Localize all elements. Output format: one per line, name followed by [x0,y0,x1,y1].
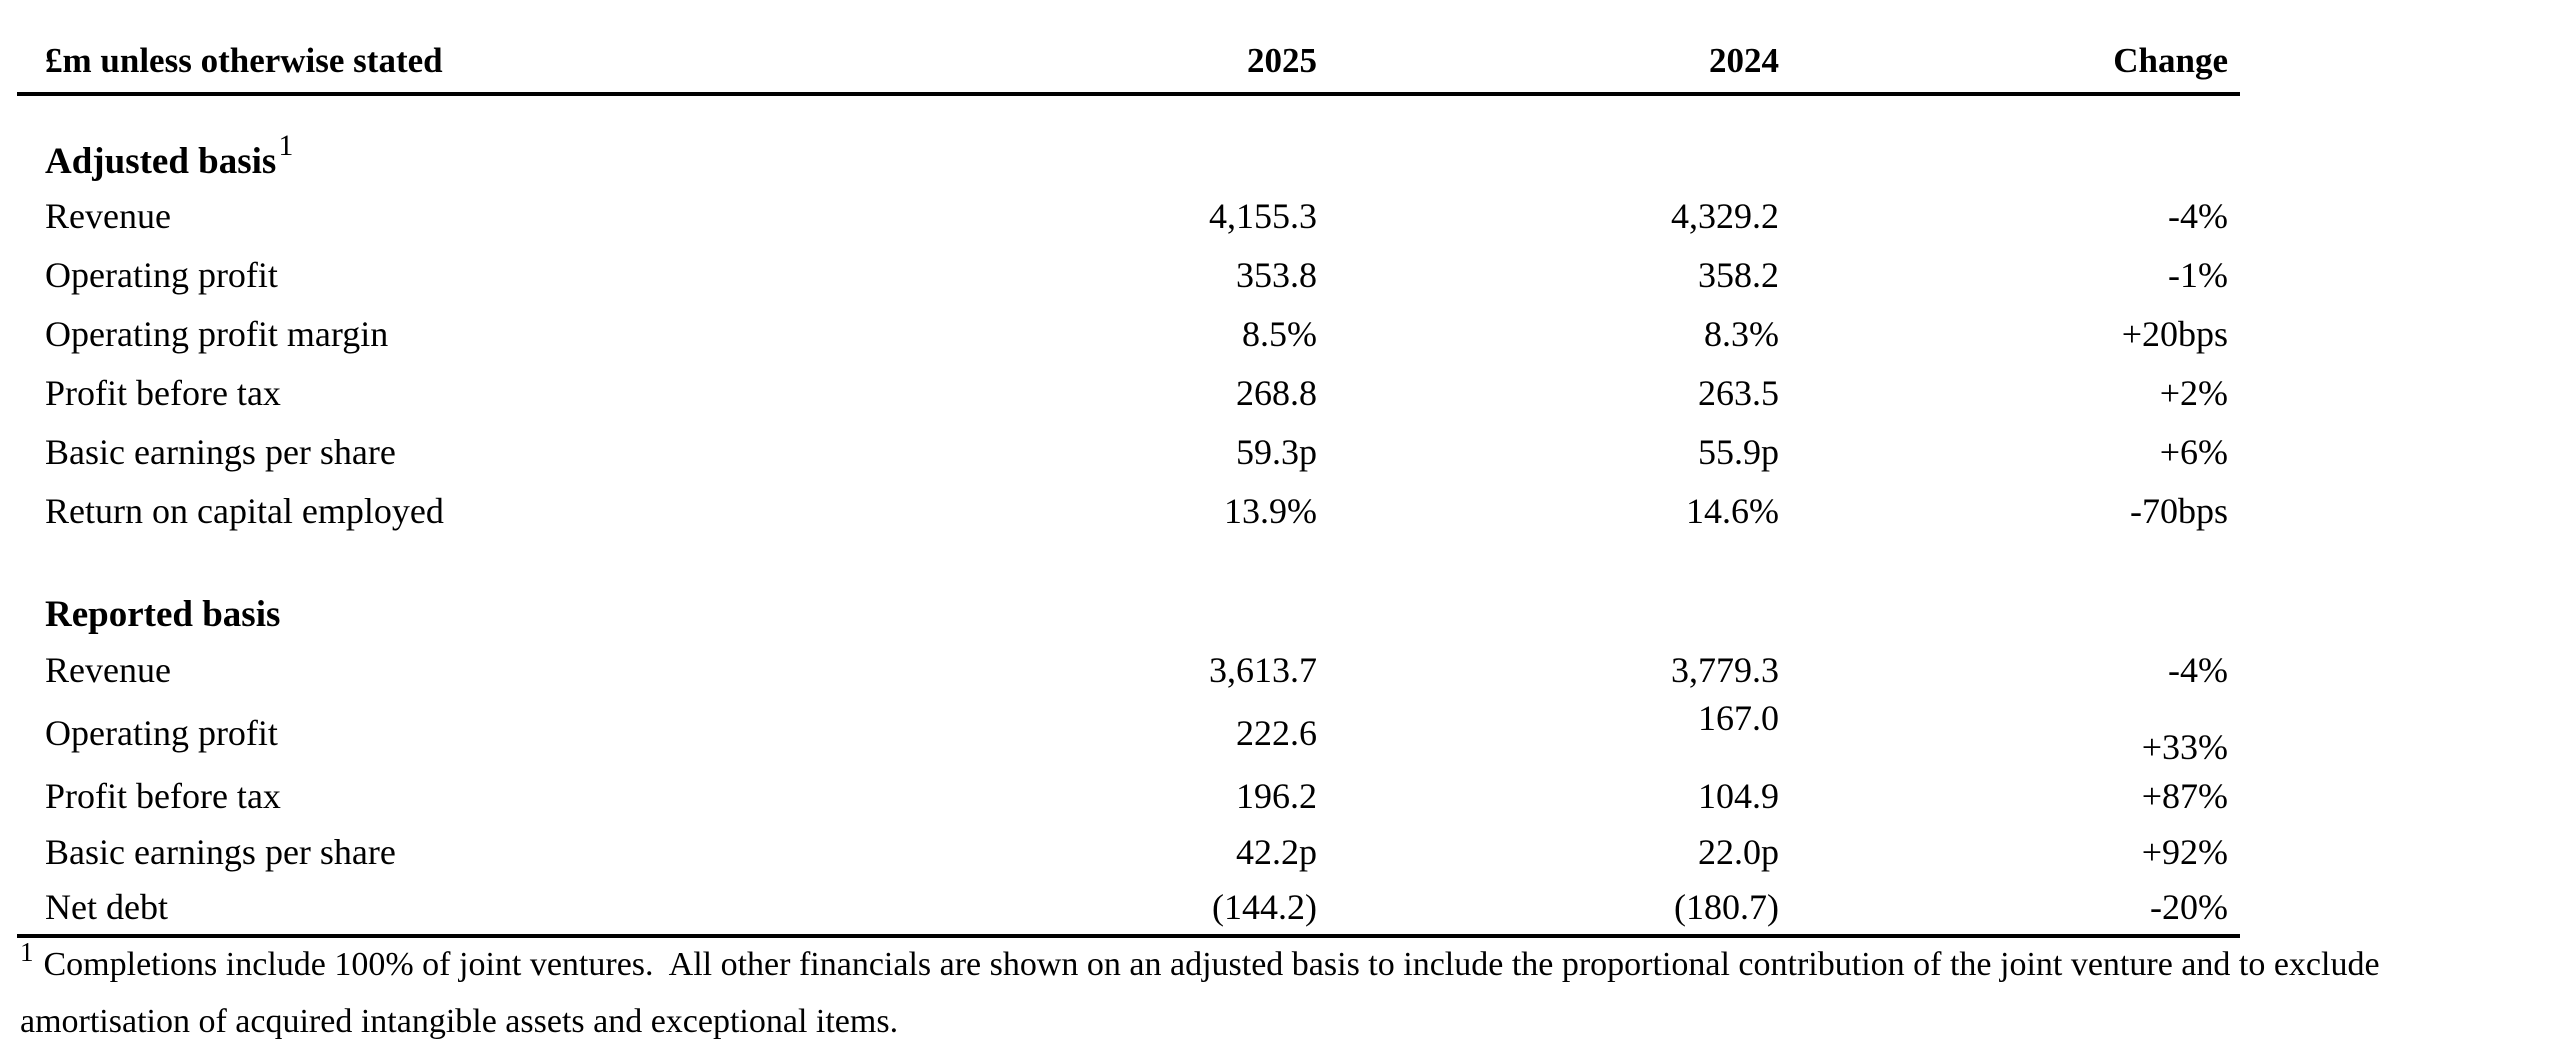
metric-label: Net debt [17,880,1017,938]
footnote-marker: 1 [20,937,34,967]
value-2024: 167.0 [1317,698,1779,768]
value-2025: 3,613.7 [1209,650,1317,690]
footnote-reference-superscript: 1 [278,129,294,162]
section-spacer-row [17,540,2240,586]
metric-label: Basic earnings per share [45,431,396,472]
value-2024: 358.2 [1698,254,1779,295]
metric-label: Profit before tax [45,776,281,816]
section-title-cell: Adjusted basis1 [17,94,2240,186]
value-2024: 8.3% [1704,313,1779,354]
table-row: Net debt (144.2) (180.7) -20% [17,880,2240,938]
table-row: Revenue 4,155.3 4,329.2 -4% [17,186,2240,245]
value-2025: 353.8 [1236,254,1317,295]
section-heading-reported-basis: Reported basis [17,586,2240,642]
value-change: +92% [2141,832,2228,872]
value-2024: 55.9p [1698,431,1779,472]
section-title-cell: Reported basis [17,586,2240,642]
value-2024-offset-text: 167.0 [1698,698,1779,738]
value-2024: (180.7) [1317,880,1779,938]
value-change: +33% [1779,698,2240,768]
value-2024: 104.9 [1698,776,1779,816]
value-change: +6% [2159,431,2228,472]
value-2025: 4,155.3 [1209,195,1317,236]
header-year-2025: 2025 [1017,10,1317,96]
table-row: Operating profit 222.6 167.0 +33% [17,698,2240,768]
value-change: -20% [1779,880,2240,938]
footnote-text: Completions include 100% of joint ventur… [20,946,2389,1040]
table-row: Return on capital employed 13.9% 14.6% -… [17,481,2240,540]
spacer-cell [17,540,2240,586]
metric-label: Revenue [45,195,171,236]
metric-label: Profit before tax [45,372,281,413]
value-2025: 59.3p [1236,431,1317,472]
value-change: -4% [2168,650,2228,690]
metric-label: Return on capital employed [45,490,444,531]
value-change: -4% [2168,195,2228,236]
table-row: Operating profit margin 8.5% 8.3% +20bps [17,304,2240,363]
section-heading-adjusted-basis: Adjusted basis1 [17,94,2240,186]
table-row: Basic earnings per share 59.3p 55.9p +6% [17,422,2240,481]
section-title-text: Adjusted basis [45,141,277,182]
metric-label: Operating profit [45,254,278,295]
value-2025: 8.5% [1242,313,1317,354]
value-2024: 4,329.2 [1671,195,1779,236]
table-row: Operating profit 353.8 358.2 -1% [17,245,2240,304]
header-year-2024: 2024 [1317,10,1779,96]
value-change: -1% [2168,254,2228,295]
table-row: Basic earnings per share 42.2p 22.0p +92… [17,824,2240,880]
value-change-offset-text: +33% [2141,727,2228,767]
value-change: +2% [2159,372,2228,413]
metric-label: Revenue [45,650,171,690]
financial-summary-table: £m unless otherwise stated 2025 2024 Cha… [17,10,2240,938]
value-2024: 14.6% [1686,490,1779,531]
value-2025: 268.8 [1236,372,1317,413]
metric-label: Basic earnings per share [45,832,396,872]
metric-label: Operating profit [45,713,278,753]
value-change: +87% [2141,776,2228,816]
table-row: Revenue 3,613.7 3,779.3 -4% [17,642,2240,698]
metric-label: Operating profit margin [45,313,389,354]
header-change: Change [1779,10,2240,96]
table-row: Profit before tax 268.8 263.5 +2% [17,363,2240,422]
table-row: Profit before tax 196.2 104.9 +87% [17,768,2240,824]
footnote: 1 Completions include 100% of joint ventu… [20,924,2532,1050]
value-2025: (144.2) [1017,880,1317,938]
table-header-row: £m unless otherwise stated 2025 2024 Cha… [17,10,2240,96]
value-2024: 22.0p [1698,832,1779,872]
value-2025: 42.2p [1236,832,1317,872]
value-2024: 3,779.3 [1671,650,1779,690]
header-metric-unit: £m unless otherwise stated [17,10,1017,96]
value-2024: 263.5 [1698,372,1779,413]
value-change: +20bps [2121,313,2228,354]
value-2025: 222.6 [1236,713,1317,753]
value-2025: 196.2 [1236,776,1317,816]
value-change: -70bps [2130,490,2228,531]
section-title-text: Reported basis [45,593,281,635]
value-2025: 13.9% [1224,490,1317,531]
